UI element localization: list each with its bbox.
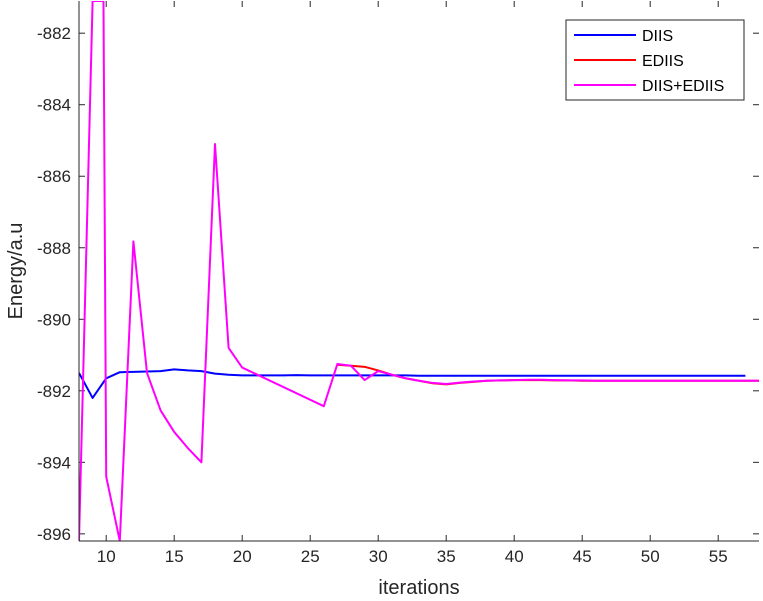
x-tick-label: 10 [97,547,116,566]
axis-ticks [79,1,759,541]
series-lines [78,1,759,542]
x-tick-label: 35 [437,547,456,566]
x-tick-label: 55 [709,547,728,566]
x-tick-label: 50 [641,547,660,566]
x-tick-label: 25 [301,547,320,566]
x-tick-label: 40 [505,547,524,566]
y-axis-label: Energy/a.u [5,223,27,320]
y-tick-label: -886 [37,167,71,186]
y-tick-label: -896 [37,525,71,544]
x-axis-label: iterations [378,577,459,599]
y-tick-label: -882 [37,24,71,43]
legend-label: DIIS [642,28,673,45]
x-tick-label: 45 [573,547,592,566]
y-tick-label: -888 [37,239,71,258]
series-line-diis [79,368,746,399]
y-tick-label: -894 [37,453,71,472]
x-tick-label: 30 [369,547,388,566]
series-line-diis-ediis [79,1,759,541]
y-tick-label: -884 [37,96,71,115]
legend-label: EDIIS [642,53,684,70]
legend: DIIS EDIIS DIIS+EDIIS [565,19,745,101]
tick-labels: 10 15 20 25 30 35 40 45 50 55 -896 -894 -892 -890 -888… [37,24,728,566]
y-tick-label: -890 [37,310,71,329]
legend-label: DIIS+EDIIS [642,78,724,95]
y-tick-label: -892 [37,382,71,401]
x-tick-label: 20 [233,547,252,566]
x-tick-label: 15 [165,547,184,566]
